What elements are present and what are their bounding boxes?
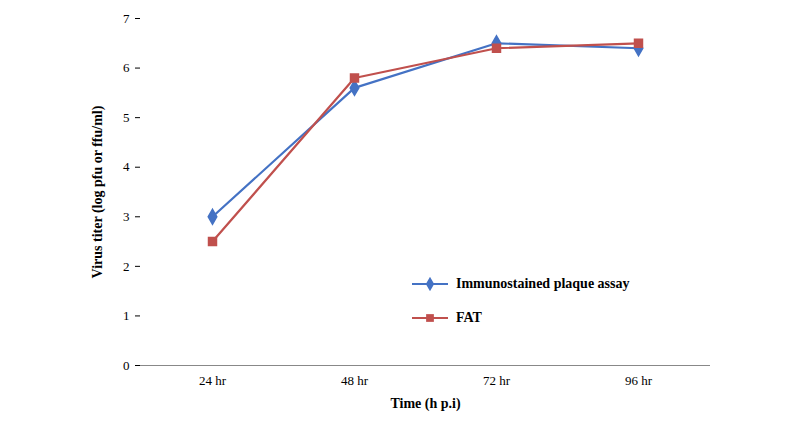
svg-text:2: 2 — [123, 259, 130, 274]
svg-text:Virus titer (log pfu or ffu/ml: Virus titer (log pfu or ffu/ml) — [90, 105, 106, 278]
svg-text:96 hr: 96 hr — [625, 373, 653, 388]
svg-text:0: 0 — [123, 358, 130, 373]
svg-text:48 hr: 48 hr — [341, 373, 369, 388]
html-text:Immunostained plaque assay: Immunostained plaque assay — [456, 276, 630, 291]
svg-text:5: 5 — [123, 110, 130, 125]
svg-text:7: 7 — [123, 11, 130, 26]
svg-text:72 hr: 72 hr — [483, 373, 511, 388]
svg-text:6: 6 — [123, 60, 130, 75]
svg-text:24 hr: 24 hr — [199, 373, 227, 388]
html-text:FAT: FAT — [456, 310, 482, 325]
svg-text:4: 4 — [123, 159, 130, 174]
svg-text:3: 3 — [123, 209, 130, 224]
svg-text:Time (h p.i): Time (h p.i) — [390, 396, 460, 412]
svg-text:1: 1 — [123, 308, 130, 323]
